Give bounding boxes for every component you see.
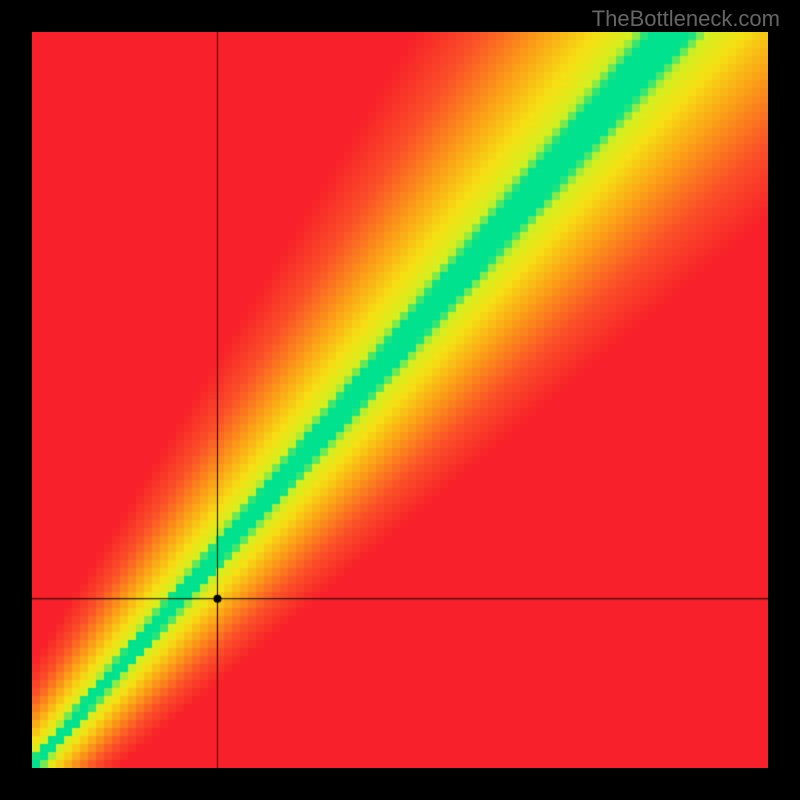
heatmap-plot (32, 32, 768, 768)
watermark-text: TheBottleneck.com (592, 6, 780, 32)
chart-container: TheBottleneck.com (0, 0, 800, 800)
heatmap-canvas (32, 32, 768, 768)
